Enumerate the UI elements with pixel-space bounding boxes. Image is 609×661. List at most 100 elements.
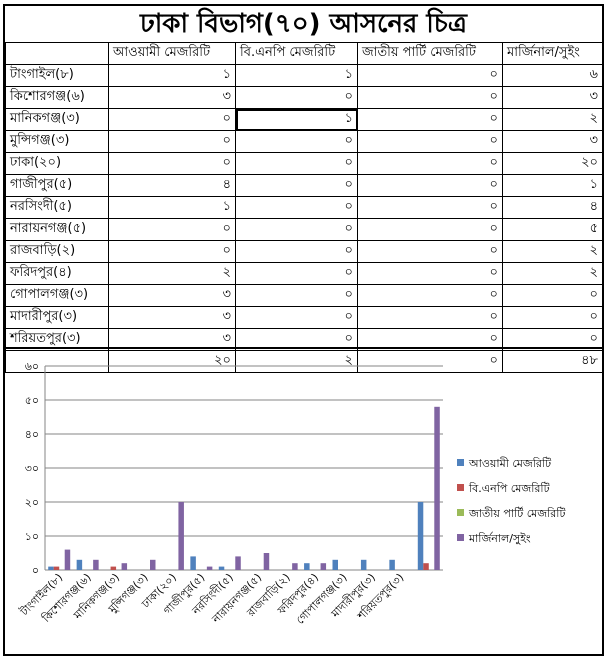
value-cell[interactable]: ১ <box>235 108 358 131</box>
value-cell[interactable]: ০ <box>235 130 358 153</box>
value-cell[interactable]: ৩ <box>502 130 603 153</box>
value-cell[interactable]: ৩ <box>108 284 236 307</box>
value-cell[interactable]: ০ <box>235 218 358 241</box>
bar <box>150 559 156 570</box>
bar <box>332 559 338 570</box>
value-cell[interactable]: ৩ <box>108 306 236 329</box>
y-tick-label: ৩০ <box>25 462 39 475</box>
district-cell[interactable]: ফরিদপুর(৪) <box>5 262 109 285</box>
sheet-frame <box>3 4 604 656</box>
bar <box>190 556 196 570</box>
value-cell[interactable]: ৪ <box>108 174 236 197</box>
table-row: ঢাকা(২০) ০ ০ ০ ২০ <box>5 152 603 175</box>
column-header[interactable]: আওয়ামী মেজরিটি <box>108 42 236 65</box>
bar <box>110 566 117 570</box>
district-cell[interactable]: গোপালগঞ্জ(৩) <box>5 284 109 307</box>
value-cell[interactable]: ০ <box>357 262 503 285</box>
y-tick-label: ৪০ <box>25 428 39 441</box>
value-cell[interactable]: ০ <box>357 218 503 241</box>
district-cell[interactable]: গাজীপুর(৫) <box>5 174 109 197</box>
value-cell[interactable]: ১ <box>108 196 236 219</box>
bar <box>292 563 298 570</box>
value-cell[interactable]: ০ <box>235 86 358 109</box>
y-tick-label: ৬০ <box>25 360 39 373</box>
value-cell[interactable]: ২ <box>502 240 603 263</box>
value-cell[interactable]: ০ <box>235 262 358 285</box>
value-cell[interactable]: ০ <box>357 174 503 197</box>
bar <box>48 566 54 570</box>
value-cell[interactable]: ০ <box>357 306 503 329</box>
value-cell[interactable]: ০ <box>108 218 236 241</box>
value-cell[interactable]: ০ <box>108 152 236 175</box>
seat-table: আওয়ামী মেজরিটি বি.এনপি মেজরিটি জাতীয় প… <box>5 42 603 373</box>
value-cell[interactable]: ৪ <box>502 196 603 219</box>
page-title: ঢাকা বিভাগ(৭০) আসনের চিত্র <box>140 9 467 39</box>
value-cell[interactable]: ০ <box>235 240 358 263</box>
y-tick-label: ০ <box>32 564 39 577</box>
bar <box>206 566 213 570</box>
column-header[interactable] <box>5 42 109 65</box>
y-tick-label: ১০ <box>25 530 39 543</box>
table-row: মাদারীপুর(৩) ৩ ০ ০ ০ <box>5 306 603 329</box>
value-cell[interactable]: ০ <box>108 130 236 153</box>
district-cell[interactable]: ঢাকা(২০) <box>5 152 109 175</box>
chart-area: ০ ১০ ২০ ৩০ ৪০ ৫০ ৬০ টাংগাইল(৮) কিশোরগঞ্জ(৬) মানিক… <box>5 347 603 653</box>
district-cell[interactable]: নারায়নগঞ্জ(৫) <box>5 218 109 241</box>
value-cell[interactable]: ৩ <box>502 86 603 109</box>
value-cell[interactable]: ০ <box>357 152 503 175</box>
table-row: কিশোরগঞ্জ(৬) ৩ ০ ০ ৩ <box>5 86 603 109</box>
value-cell[interactable]: ৫ <box>502 218 603 241</box>
column-header[interactable]: জাতীয় পার্টি মেজরিটি <box>357 42 503 65</box>
legend-swatch <box>457 484 464 491</box>
value-cell[interactable]: ০ <box>357 86 503 109</box>
value-cell[interactable]: ৪৮ <box>502 350 603 373</box>
district-cell[interactable]: মুন্সিগঞ্জ(৩) <box>5 130 109 153</box>
y-tick-label: ৫০ <box>25 394 39 407</box>
value-cell[interactable]: ১ <box>108 64 236 87</box>
district-cell[interactable]: মাদারীপুর(৩) <box>5 306 109 329</box>
district-cell[interactable]: রাজবাড়ি(২) <box>5 240 109 263</box>
value-cell[interactable]: ১ <box>235 64 358 87</box>
value-cell[interactable]: ২০ <box>502 152 603 175</box>
column-header[interactable]: বি.এনপি মেজরিটি <box>235 42 358 65</box>
district-cell[interactable]: কিশোরগঞ্জ(৬) <box>5 86 109 109</box>
value-cell[interactable]: ৬ <box>502 64 603 87</box>
table-row: মানিকগঞ্জ(৩) ০ ১ ০ ২ <box>5 108 603 131</box>
table-row: ফরিদপুর(৪) ২ ০ ০ ২ <box>5 262 603 285</box>
legend-swatch <box>457 534 464 541</box>
y-tick-label: ২০ <box>25 496 39 509</box>
value-cell[interactable]: ২ <box>502 108 603 131</box>
value-cell[interactable]: ০ <box>235 196 358 219</box>
value-cell[interactable]: ০ <box>357 130 503 153</box>
value-cell[interactable]: ০ <box>357 108 503 131</box>
bar <box>93 559 99 570</box>
bar <box>121 563 128 570</box>
value-cell[interactable]: ৩ <box>108 86 236 109</box>
value-cell[interactable]: ০ <box>235 174 358 197</box>
value-cell[interactable]: ০ <box>235 152 358 175</box>
column-header[interactable]: মার্জিনাল/সুইং <box>502 42 603 65</box>
district-cell[interactable]: নরসিংদী(৫) <box>5 196 109 219</box>
value-cell[interactable]: ০ <box>108 108 236 131</box>
value-cell[interactable]: ০ <box>357 64 503 87</box>
value-cell[interactable]: ০ <box>357 284 503 307</box>
bar <box>434 406 440 570</box>
value-cell[interactable]: ০ <box>108 240 236 263</box>
value-cell[interactable]: ২ <box>502 262 603 285</box>
district-cell[interactable]: মানিকগঞ্জ(৩) <box>5 108 109 131</box>
value-cell[interactable]: ০ <box>357 240 503 263</box>
value-cell[interactable]: ০ <box>235 306 358 329</box>
table-row: গাজীপুর(৫) ৪ ০ ০ ১ <box>5 174 603 197</box>
value-cell[interactable]: ২ <box>108 262 236 285</box>
legend-label: মার্জিনাল/সুইং <box>468 532 531 545</box>
value-cell[interactable]: ১ <box>502 174 603 197</box>
value-cell[interactable]: ০ <box>235 284 358 307</box>
district-cell[interactable]: টাংগাইল(৮) <box>5 64 109 87</box>
table-row: রাজবাড়ি(২) ০ ০ ০ ২ <box>5 240 603 263</box>
legend-label: আওয়ামী মেজরিটি <box>468 457 552 470</box>
bar <box>389 559 395 570</box>
value-cell[interactable]: ০ <box>502 306 603 329</box>
value-cell[interactable]: ০ <box>357 196 503 219</box>
value-cell[interactable]: ০ <box>502 284 603 307</box>
table-row: টাংগাইল(৮) ১ ১ ০ ৬ <box>5 64 603 87</box>
